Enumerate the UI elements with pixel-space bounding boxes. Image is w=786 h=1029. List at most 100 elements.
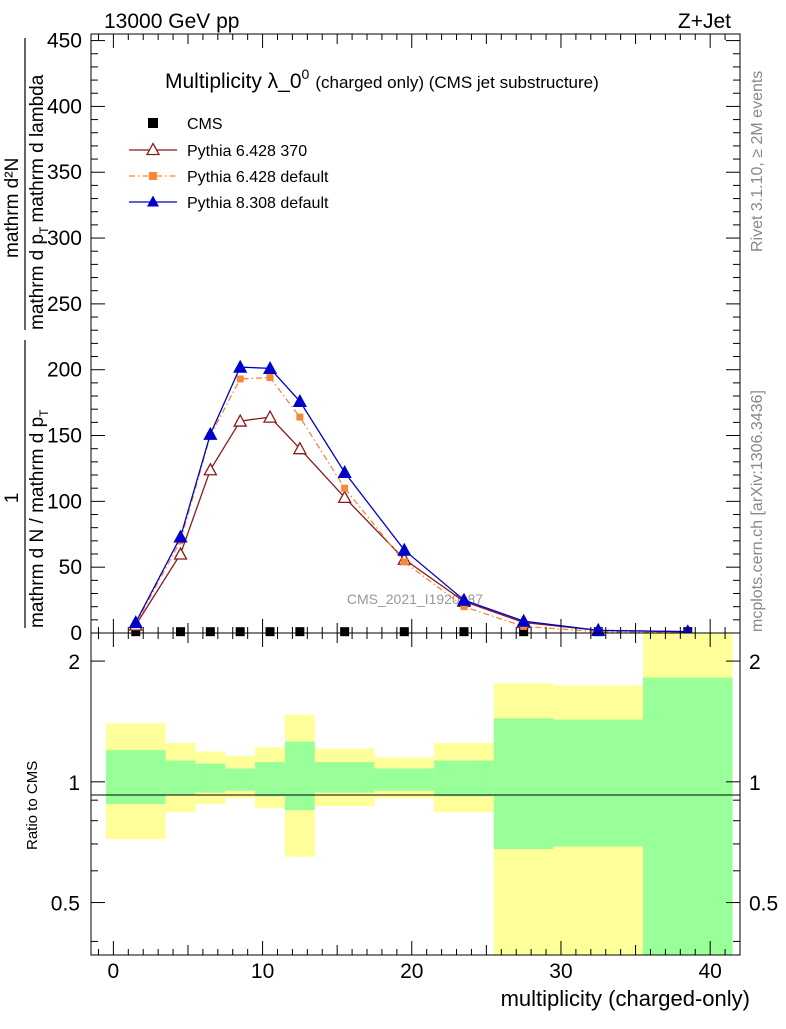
data-point-cms xyxy=(399,627,409,637)
chart-title-main: Multiplicity λ_0 xyxy=(165,70,302,93)
ratio-y-label: Ratio to CMS xyxy=(24,761,41,850)
data-point-cms xyxy=(205,627,215,637)
ratio-stat-band xyxy=(374,768,435,791)
process-label: Z+Jet xyxy=(678,10,731,33)
ylabel-prefix-denominator-a: mathrm d N / mathrm d p xyxy=(27,417,48,628)
ylabel-denominator-1-sub: T xyxy=(37,226,51,234)
legend-label-cms: CMS xyxy=(187,116,223,133)
ratio-plot-frame xyxy=(90,632,741,956)
legend: CMS Pythia 6.428 370 Pythia 6.428 defaul… xyxy=(129,116,329,212)
main-y-tick-label: 200 xyxy=(47,359,82,382)
ratio-stat-band xyxy=(225,768,256,791)
data-point-py6-370 xyxy=(173,546,188,560)
ylabel-denominator-2: mathrm d lambda xyxy=(27,74,48,222)
data-point-py6-default xyxy=(266,374,274,382)
data-point-cms xyxy=(519,627,529,637)
data-point-py6-default xyxy=(236,375,244,383)
main-y-tick-label: 100 xyxy=(47,490,82,513)
data-point-cms xyxy=(295,627,305,637)
ylabel-prefix-denominator: mathrm d N / mathrm d pT xyxy=(27,409,51,628)
main-y-tick-label: 400 xyxy=(47,95,82,118)
data-point-py6-default xyxy=(400,558,408,566)
data-point-py6-370 xyxy=(262,409,278,423)
legend-label-py6-default: Pythia 6.428 default xyxy=(187,169,329,186)
rivet-label: Rivet 3.1.10, ≥ 2M events xyxy=(749,71,766,252)
ratio-plot-panel: 0.5 0.5 1 1 2 2 0 10 20 30 40 Ratio to CMS multip… xyxy=(24,34,778,1011)
ratio-stat-band xyxy=(105,750,166,805)
main-y-tick-label: 300 xyxy=(47,227,82,250)
data-point-py6-370 xyxy=(233,413,248,427)
x-axis: 0 10 20 30 40 xyxy=(97,34,726,983)
data-point-py8-default xyxy=(262,361,278,375)
ylabel-denominator: mathrm d pTmathrm d lambda xyxy=(27,74,51,330)
legend-marker-py8-default xyxy=(147,195,159,207)
legend-marker-cms xyxy=(148,118,158,128)
main-y-tick-label: 50 xyxy=(59,556,82,579)
data-point-cms xyxy=(131,627,141,637)
ylabel-prefix-denominator-a-sub: T xyxy=(37,409,51,417)
x-axis-label: multiplicity (charged-only) xyxy=(501,986,750,1011)
ylabel-denominator-1: mathrm d p xyxy=(27,234,48,330)
legend-label-py8-default: Pythia 8.308 default xyxy=(187,195,329,212)
main-y-tick-label: 250 xyxy=(47,293,82,316)
data-point-cms xyxy=(459,627,469,637)
main-y-tick-label: 150 xyxy=(47,425,82,448)
ratio-y-axis: 0.5 0.5 1 1 2 2 xyxy=(51,651,778,942)
data-point-py8-default xyxy=(516,613,531,627)
ylabel-prefix-numerator: 1 xyxy=(2,493,23,504)
ylabel-numerator: mathrm d²N xyxy=(2,158,23,258)
main-y-tick-label: 450 xyxy=(47,30,82,53)
series-line-py8-default xyxy=(135,366,688,633)
data-point-py6-370 xyxy=(203,462,218,476)
ratio-uncertainty-bands xyxy=(105,633,733,955)
data-point-cms xyxy=(265,627,275,637)
ratio-y-tick-label: 0.5 xyxy=(51,893,80,916)
data-point-py8-default xyxy=(203,426,218,440)
chart-subtitle: (charged only) (CMS jet substructure) xyxy=(315,73,598,92)
ratio-y-tick-label: 1 xyxy=(68,772,80,795)
data-point-py8-default xyxy=(233,359,248,373)
legend-marker-py6-default xyxy=(149,172,157,180)
data-point-py6-370 xyxy=(337,490,352,504)
data-point-py8-default xyxy=(128,615,143,629)
x-tick-label: 0 xyxy=(108,960,120,983)
ratio-stat-band xyxy=(314,762,375,793)
ratio-y-tick-label-right: 2 xyxy=(749,651,761,674)
ratio-y-tick-label: 2 xyxy=(68,651,80,674)
x-tick-label: 40 xyxy=(698,960,721,983)
data-point-cms xyxy=(235,627,245,637)
data-point-py6-default xyxy=(341,484,349,492)
data-point-cms xyxy=(340,627,350,637)
main-y-tick-label: 350 xyxy=(47,161,82,184)
ratio-stat-band xyxy=(643,677,733,955)
energy-label: 13000 GeV pp xyxy=(104,10,239,33)
data-point-py8-default xyxy=(397,542,412,556)
data-point-cms xyxy=(176,627,186,637)
data-point-py8-default xyxy=(173,529,188,543)
main-y-label: 1 mathrm d N / mathrm d pT mathrm d²N ma… xyxy=(2,38,51,628)
ratio-stat-band xyxy=(165,760,196,795)
x-tick-label: 20 xyxy=(400,960,423,983)
data-point-py6-370 xyxy=(292,441,307,455)
legend-marker-py6-370 xyxy=(145,142,161,156)
data-point-py8-default xyxy=(337,465,352,479)
series-line-py6-370 xyxy=(135,416,688,633)
main-y-tick-label: 0 xyxy=(70,622,82,645)
legend-label-py6-370: Pythia 6.428 370 xyxy=(187,143,307,160)
x-tick-label: 30 xyxy=(549,960,572,983)
ratio-stat-band xyxy=(434,760,494,797)
data-point-py8-default xyxy=(292,393,307,407)
ratio-stat-band xyxy=(493,718,554,849)
ratio-stat-band xyxy=(195,763,226,793)
data-point-py6-default xyxy=(460,603,468,611)
ratio-stat-band xyxy=(553,719,644,847)
mcplots-label: mcplots.cern.ch [arXiv:1306.3436] xyxy=(749,390,766,632)
x-tick-label: 10 xyxy=(251,960,274,983)
ratio-stat-band xyxy=(255,762,285,797)
data-point-py8-default xyxy=(456,592,472,606)
chart-title: Multiplicity λ_00 (charged only) (CMS jet… xyxy=(165,66,599,93)
ratio-y-tick-label-right: 1 xyxy=(749,772,761,795)
chart-title-superscript: 0 xyxy=(302,66,310,82)
data-point-py6-default xyxy=(296,413,304,421)
